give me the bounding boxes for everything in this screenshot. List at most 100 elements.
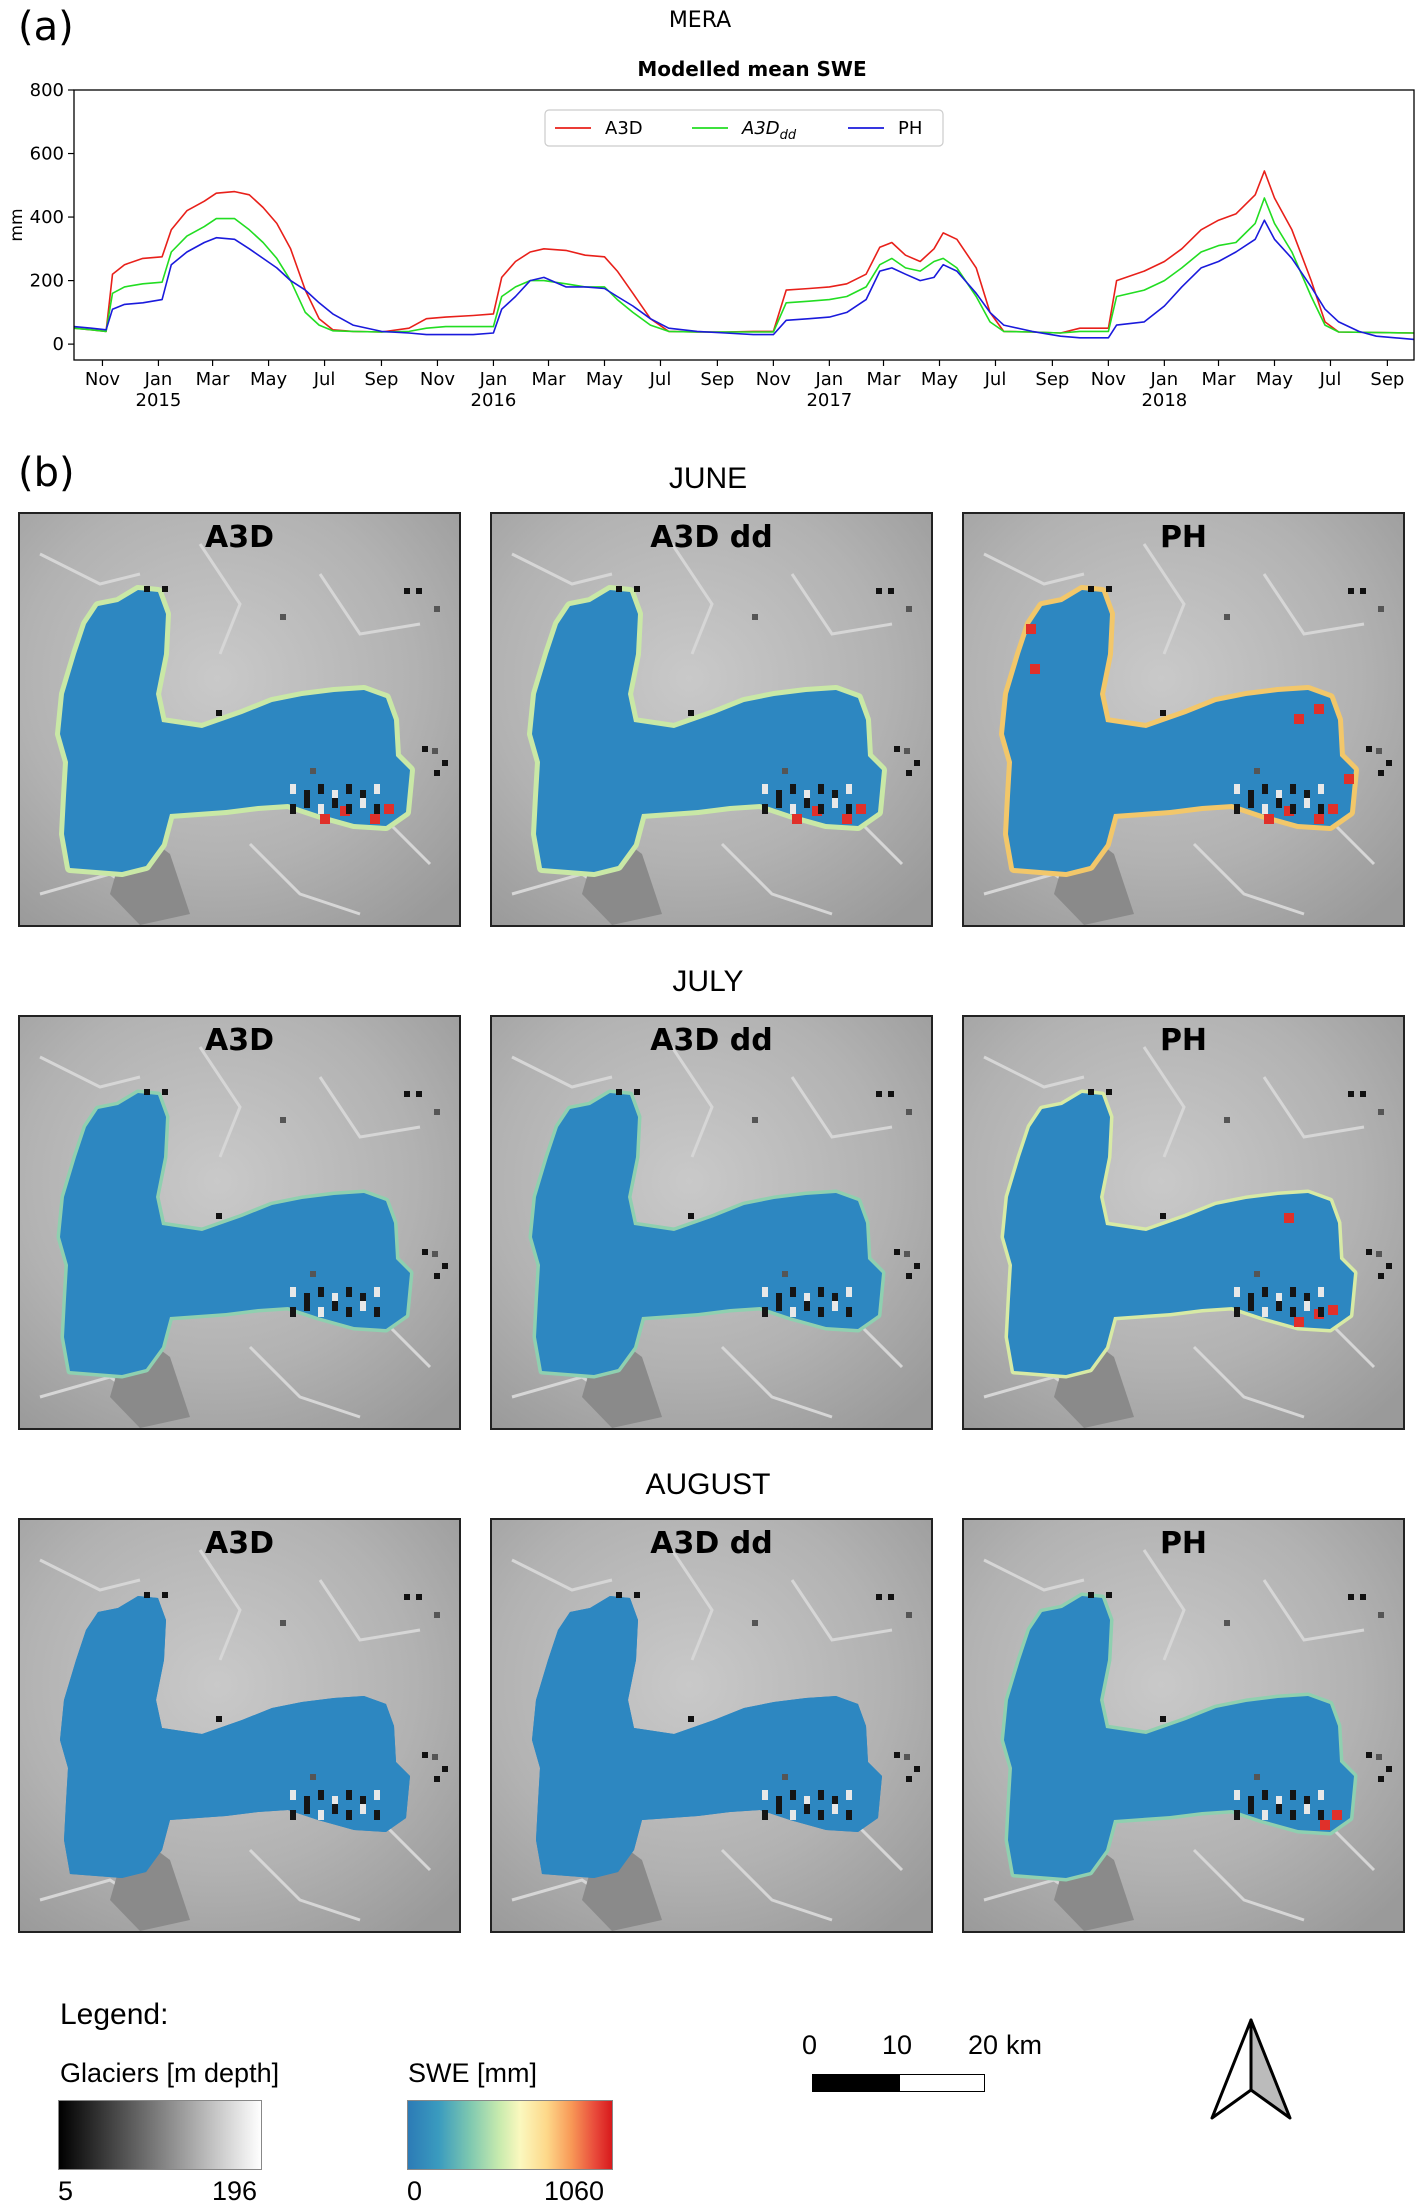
glacier-cell: [782, 1774, 788, 1780]
glacier-cell: [688, 1213, 694, 1219]
x-tick-label: Jul: [1319, 369, 1342, 390]
glacier-cell: [162, 586, 168, 592]
glacier-cell: [1318, 1287, 1324, 1297]
glacier-cell: [894, 1752, 900, 1758]
swe-hotspot: [856, 804, 866, 814]
glacier-cell: [332, 1804, 338, 1814]
glacier-cell: [1366, 1752, 1372, 1758]
glacier-cell: [1304, 790, 1310, 800]
map-title: PH: [1159, 520, 1208, 555]
glacier-cell: [346, 1287, 352, 1297]
glacier-cell: [280, 1117, 286, 1123]
glacier-cell: [616, 1592, 622, 1598]
terrain-ridge: [983, 1055, 1085, 1089]
terrain-ridge: [720, 842, 833, 916]
glacier-cell: [1276, 1796, 1282, 1806]
y-tick-label: 0: [53, 334, 64, 355]
swe-hotspot: [792, 814, 802, 824]
glacier-cell: [804, 1293, 810, 1303]
glacier-cell: [422, 1752, 428, 1758]
super-title: MERA: [668, 8, 732, 33]
panel-a-label: (a): [18, 4, 74, 50]
swe-hotspot: [1030, 664, 1040, 674]
glacier-cell: [906, 1612, 912, 1618]
glacier-cell: [1262, 1287, 1268, 1297]
glacier-cell: [404, 588, 410, 594]
glaciers-max-label: 196: [212, 2176, 258, 2206]
glacier-cell: [888, 1594, 894, 1600]
glacier-cell: [1106, 1592, 1112, 1598]
glacier-cell: [846, 784, 852, 794]
x-tick-label: Sep: [1035, 369, 1069, 390]
map-title: PH: [1159, 1526, 1208, 1561]
glacier-cell: [280, 1620, 286, 1626]
glacier-cell: [804, 798, 810, 808]
glacier-cell: [310, 1774, 316, 1780]
glacier-cell: [776, 1804, 782, 1814]
glacier-cell: [1262, 1307, 1268, 1317]
glacier-cell: [1386, 1766, 1392, 1772]
glacier-cell: [216, 710, 222, 716]
legend-label: A3D: [605, 118, 643, 139]
glacier-cell: [1234, 1287, 1240, 1297]
series-lines: [73, 170, 1415, 341]
glacier-cell: [894, 1249, 900, 1255]
glacier-cell: [1304, 1293, 1310, 1303]
glacier-cell: [904, 1754, 910, 1760]
glacier-cell: [1378, 1273, 1384, 1279]
glacier-cell: [434, 1612, 440, 1618]
swe-hotspot: [1328, 804, 1338, 814]
glacier-cell: [280, 614, 286, 620]
terrain-ridge: [720, 1848, 833, 1922]
glacier-cell: [832, 1301, 838, 1311]
glacier-cell: [906, 1776, 912, 1782]
glacier-cell: [1262, 1790, 1268, 1800]
glacier-cell: [434, 606, 440, 612]
series-line-a3d-dd: [73, 197, 1415, 334]
glacier-cell: [876, 588, 882, 594]
swe-legend-label: SWE [mm]: [408, 2058, 537, 2088]
terrain-ridge: [670, 543, 714, 655]
glacier-cell: [914, 1766, 920, 1772]
glacier-cell: [906, 606, 912, 612]
glacier-cell: [318, 1287, 324, 1297]
map-title: A3D: [205, 520, 274, 555]
legend-title: Legend:: [60, 1998, 169, 2031]
glacier-cell: [332, 1293, 338, 1303]
swe-hotspot: [1294, 1317, 1304, 1327]
glacier-cell: [374, 784, 380, 794]
x-tick-label: Jul: [984, 369, 1007, 390]
swe-extent-core: [60, 590, 410, 872]
swe-extent-core: [1004, 590, 1354, 872]
map-canvas: [20, 1520, 459, 1931]
glacier-cell: [1318, 1810, 1324, 1820]
x-tick-label: Jan: [1149, 369, 1178, 390]
glacier-cell: [790, 1307, 796, 1317]
glacier-cell: [1248, 1796, 1254, 1806]
chart-title: Modelled mean SWE: [637, 57, 866, 81]
glacier-cell: [1376, 1754, 1382, 1760]
glacier-cell: [1224, 614, 1230, 620]
glacier-cell: [1224, 1620, 1230, 1626]
legend-label: A3Ddd: [741, 118, 797, 143]
glacier-cell: [1318, 1790, 1324, 1800]
glacier-cell: [290, 804, 296, 814]
glacier-cell: [374, 1790, 380, 1800]
glacier-cell: [1304, 1301, 1310, 1311]
swe-map: A3D: [18, 1518, 461, 1933]
terrain-ridge: [983, 1558, 1085, 1592]
map-canvas: [20, 514, 459, 925]
swe-map: PH: [962, 1015, 1405, 1430]
glacier-cell: [832, 798, 838, 808]
swe-hotspot: [1026, 624, 1036, 634]
glacier-cell: [818, 784, 824, 794]
glacier-cell: [1378, 1612, 1384, 1618]
terrain-ridge: [39, 552, 141, 586]
glacier-cell: [616, 1089, 622, 1095]
terrain-ridge: [1262, 573, 1365, 636]
y-tick-label: 600: [30, 144, 64, 165]
glacier-cell: [360, 1293, 366, 1303]
x-tick-label: May: [586, 369, 624, 390]
glacier-cell: [1234, 1790, 1240, 1800]
glacier-cell: [846, 804, 852, 814]
